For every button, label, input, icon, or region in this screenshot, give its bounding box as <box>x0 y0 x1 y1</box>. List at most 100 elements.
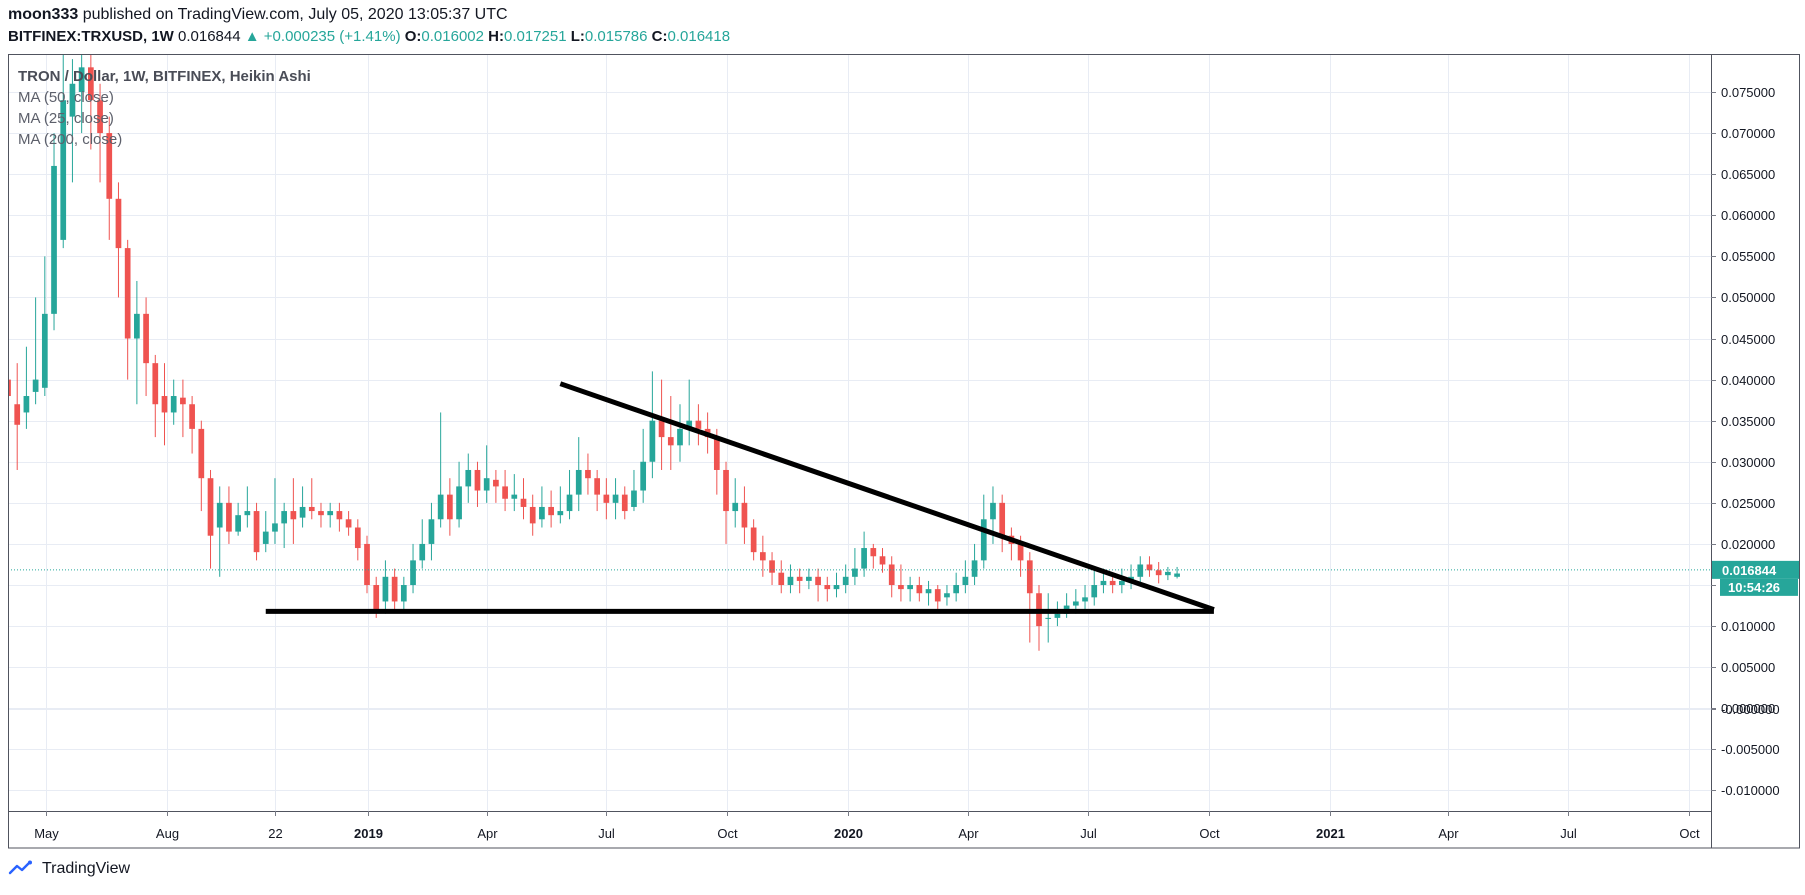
candle-down <box>759 535 766 577</box>
candle-body <box>658 420 665 438</box>
candle-up <box>1174 566 1180 579</box>
candle-up <box>235 502 241 536</box>
price-tick-label: 0.035000 <box>1721 414 1775 429</box>
candle-up <box>1165 566 1171 581</box>
candle-down <box>879 548 886 573</box>
candle-down <box>815 568 821 602</box>
price-tick-label: 0.060000 <box>1721 208 1775 223</box>
candle-body <box>216 502 223 528</box>
candle-body <box>308 506 315 512</box>
candle-body <box>713 437 720 470</box>
candle-body <box>861 548 867 569</box>
candle-body <box>1146 564 1153 571</box>
candle-down <box>796 568 803 594</box>
time-tick-label: Apr <box>958 826 979 841</box>
candle-body <box>364 543 370 586</box>
candle-down <box>8 248 11 479</box>
candle-body <box>953 585 960 594</box>
candle-down <box>529 494 536 536</box>
current-price-label: 0.016844 <box>1722 563 1777 578</box>
last-price: 0.016844 <box>178 28 241 45</box>
candle-body <box>1082 597 1088 602</box>
price-axis: 0.075000 0.070000 0.065000 0.060000 0.055000… <box>1711 85 1799 798</box>
price-tick-label: 0.010000 <box>1721 619 1775 634</box>
candle-up <box>456 461 462 528</box>
candle-body <box>14 404 21 425</box>
candle-body <box>1054 613 1061 618</box>
candle-body <box>787 576 794 586</box>
drawings-layer <box>8 381 1711 614</box>
candle-body <box>327 511 334 516</box>
candle-body <box>262 531 269 544</box>
countdown-badge: 10:54:26 <box>1720 578 1798 596</box>
candle-down <box>594 469 600 512</box>
time-tick-label: 2021 <box>1316 826 1345 841</box>
time-tick-label: 2020 <box>834 826 863 841</box>
candle-body <box>474 469 481 491</box>
candle-up <box>806 568 812 590</box>
candle-body <box>87 67 94 101</box>
candle-down <box>695 404 702 446</box>
footer-brand[interactable]: TradingView <box>8 860 130 878</box>
candle-down <box>824 576 831 602</box>
candle-body <box>97 100 103 134</box>
candle-body <box>299 506 306 518</box>
price-tick-label: -0.010000 <box>1721 783 1780 798</box>
candle-body <box>290 511 297 520</box>
candle-body <box>944 593 950 598</box>
candle-down <box>667 396 674 470</box>
candle-down <box>345 511 352 536</box>
chart-frame <box>8 54 1800 849</box>
candle-up <box>262 511 269 553</box>
candle-body <box>483 478 490 491</box>
candle-up <box>640 428 647 503</box>
open-label: O: <box>404 28 422 45</box>
candle-down <box>888 556 895 598</box>
candle-body <box>456 486 462 520</box>
candle-up <box>281 502 288 549</box>
candle-up <box>612 478 619 520</box>
candle-body <box>1072 601 1079 606</box>
publish-header: moon333 published on TradingView.com, Ju… <box>8 6 508 24</box>
current-price-badge-bg <box>1712 560 1799 579</box>
candle-down <box>870 543 877 569</box>
candle-body <box>539 506 545 520</box>
candle-body <box>382 576 389 602</box>
candle-down <box>741 486 748 544</box>
candle-body <box>207 478 214 536</box>
candle-up <box>575 437 582 512</box>
candle-body <box>999 502 1006 536</box>
candle-up <box>852 548 858 586</box>
candle-body <box>161 396 168 413</box>
price-tick-label: 0.075000 <box>1721 85 1775 100</box>
candle-down <box>585 453 591 495</box>
candle-down <box>106 116 113 240</box>
candle-body <box>253 511 260 553</box>
candle-down <box>143 297 149 397</box>
candle-body <box>750 527 757 553</box>
time-tick-label: Apr <box>1438 826 1459 841</box>
candle-body <box>152 363 159 405</box>
candle-body <box>695 420 702 429</box>
candle-body <box>447 494 453 520</box>
candle-body <box>419 543 426 561</box>
price-tick-label: 0.000000 <box>1721 701 1775 716</box>
price-tick-label: 0.070000 <box>1721 126 1775 141</box>
low-label: L: <box>570 28 585 45</box>
author-name[interactable]: moon333 <box>8 6 79 23</box>
candle-body <box>990 502 996 520</box>
candle-body <box>226 502 232 532</box>
candle-body <box>115 198 122 249</box>
price-tick-label: 0.030000 <box>1721 455 1775 470</box>
candle-up <box>382 560 389 614</box>
candle-body <box>1100 580 1107 586</box>
candle-body <box>916 585 923 594</box>
tradingview-logo-icon <box>8 860 32 875</box>
candle-body <box>594 478 600 495</box>
candle-up <box>732 478 739 528</box>
candle-down <box>934 585 941 610</box>
high-value: 0.017251 <box>504 28 567 45</box>
candle-body <box>51 165 57 314</box>
time-tick-label: May <box>34 826 59 841</box>
